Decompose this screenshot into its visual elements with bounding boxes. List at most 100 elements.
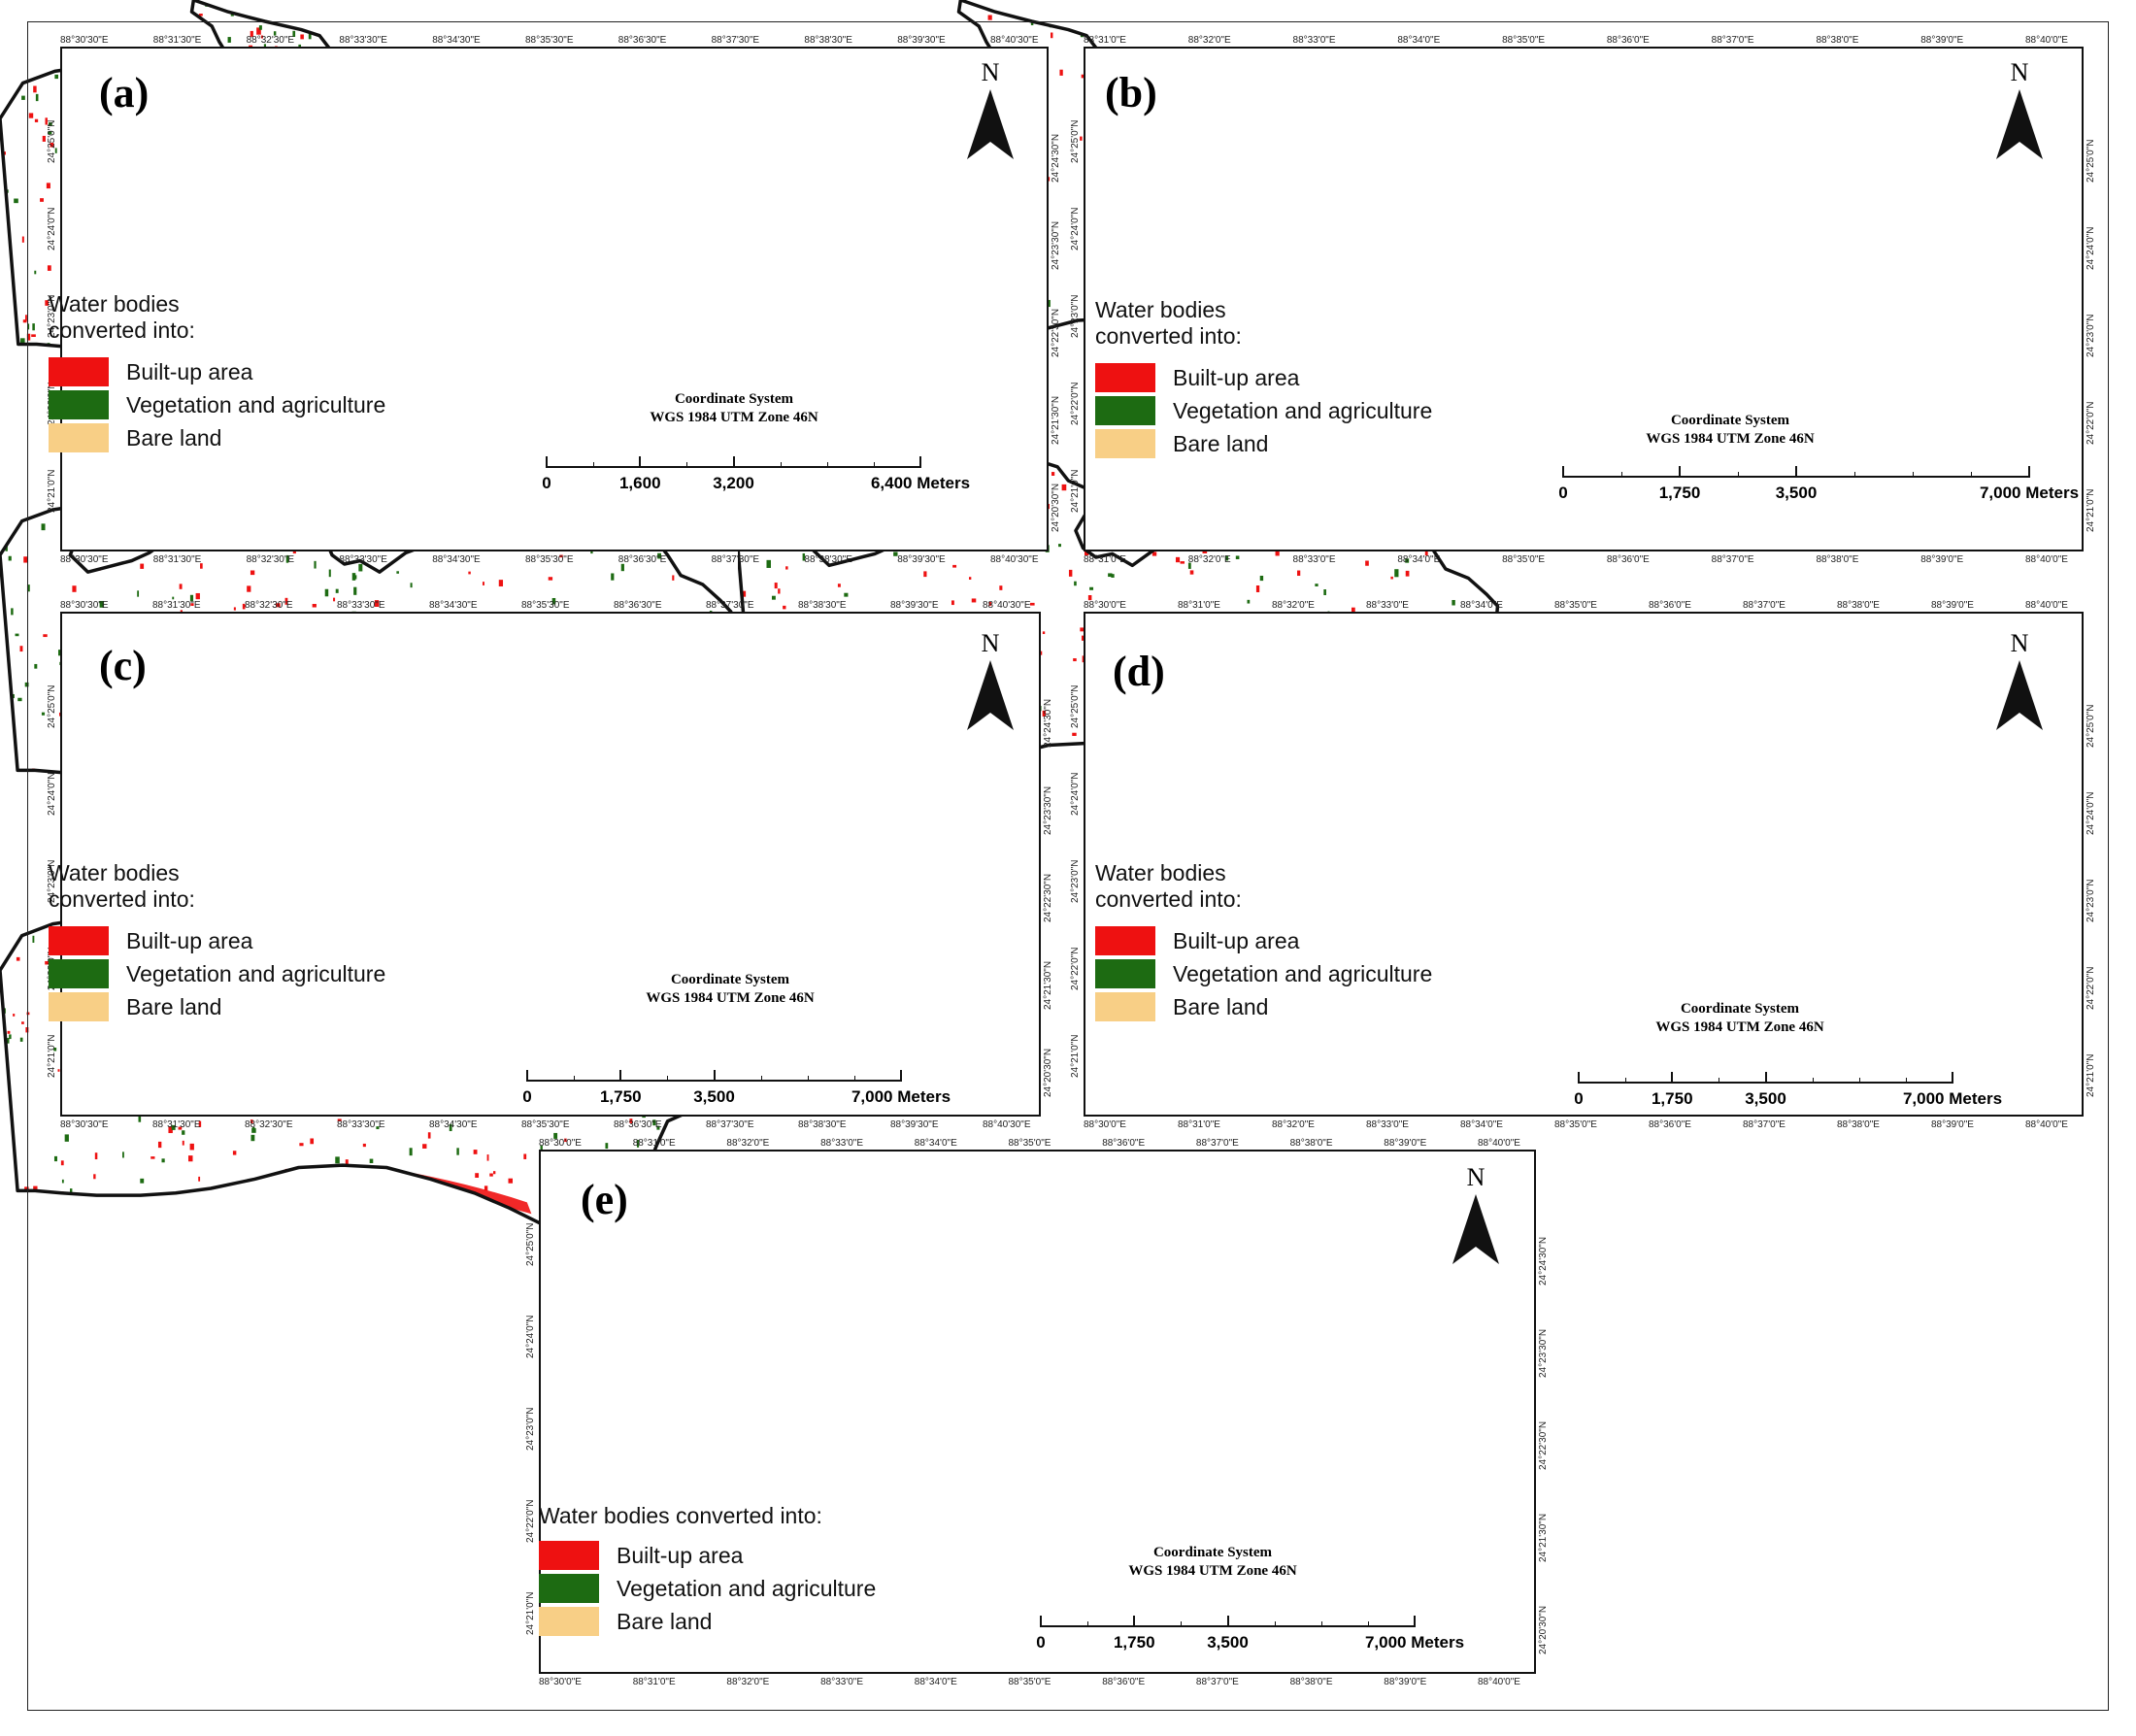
coordinate-system: Coordinate System WGS 1984 UTM Zone 46N: [1086, 1544, 1339, 1581]
vegetation-pixel: [1259, 575, 1264, 582]
builtup-pixel: [382, 17, 386, 20]
legend-item: Built-up area: [49, 355, 385, 388]
builtup-pixel: [35, 10, 38, 15]
vegetation-pixel: [0, 257, 3, 266]
map-panel-e: [539, 1150, 1536, 1674]
vegetation-pixel: [64, 1134, 69, 1142]
longitude-label-bottom: 88°32'30"E: [245, 1119, 293, 1130]
builtup-pixel: [200, 563, 203, 569]
builtup-pixel: [23, 556, 28, 563]
scale-minor-tick: [1905, 1078, 1907, 1084]
vegetation-pixel: [379, 1, 384, 9]
builtup-swatch: [49, 357, 109, 386]
legend-item-label: Bare land: [617, 1608, 713, 1634]
vegetation-pixel: [308, 32, 312, 40]
builtup-pixel: [1192, 9, 1197, 13]
vegetation-swatch: [49, 959, 109, 988]
vegetation-pixel: [739, 15, 743, 19]
scale-minor-tick: [1621, 472, 1622, 478]
latitude-label-right: 24°21'0"N: [2086, 488, 2096, 533]
longitude-label-bottom: 88°30'0"E: [539, 1677, 582, 1687]
vegetation-pixel: [19, 372, 23, 377]
longitude-label-top: 88°37'30"E: [706, 600, 754, 611]
longitude-label-top: 88°30'30"E: [60, 35, 109, 46]
builtup-pixel: [25, 1027, 29, 1033]
longitude-label-bottom: 88°35'30"E: [521, 1119, 570, 1130]
builtup-pixel: [284, 1, 287, 6]
longitude-label-bottom: 88°31'0"E: [632, 1677, 676, 1687]
longitude-label-bottom: 88°38'0"E: [1837, 1119, 1880, 1130]
coordinate-system-line: WGS 1984 UTM Zone 46N: [1655, 1019, 1824, 1035]
longitude-label-top: 88°33'0"E: [1366, 600, 1409, 611]
north-label: N: [1466, 1163, 1485, 1191]
vegetation-pixel: [13, 693, 15, 699]
north-label: N: [981, 629, 1000, 657]
latitude-label-right: 24°22'30"N: [1538, 1420, 1549, 1470]
legend-item: Bare land: [49, 421, 385, 454]
longitude-label-bottom: 88°39'30"E: [897, 554, 946, 565]
longitude-label-top: 88°38'0"E: [1837, 600, 1880, 611]
legend-title: Water bodies converted into:: [1095, 297, 1242, 349]
vegetation-pixel: [34, 270, 37, 275]
legend-item-label: Vegetation and agriculture: [1173, 397, 1433, 423]
legend-item: Vegetation and agriculture: [1095, 957, 1432, 990]
builtup-pixel: [971, 598, 977, 603]
builtup-pixel: [31, 334, 36, 337]
builtup-pixel: [1459, 6, 1464, 12]
scale-label: 3,200: [713, 474, 754, 492]
scale-label: 7,000 Meters: [851, 1087, 951, 1106]
vegetation-pixel: [1074, 581, 1077, 586]
vegetation-swatch: [539, 1574, 599, 1603]
longitude-label-top: 88°35'0"E: [1554, 600, 1597, 611]
builtup-pixel: [1351, 607, 1355, 614]
longitude-label-bottom: 88°38'0"E: [1816, 554, 1859, 565]
scale-tick: [1562, 466, 1564, 478]
vegetation-pixel: [5, 545, 8, 551]
builtup-pixel: [198, 14, 203, 17]
builtup-pixel: [168, 1125, 173, 1134]
scale-minor-tick: [1913, 472, 1914, 478]
latitude-label-right: 24°24'30"N: [1051, 133, 1061, 183]
vegetation-pixel: [456, 1148, 459, 1155]
legend-item: Vegetation and agriculture: [49, 957, 385, 990]
legend-item: Built-up area: [1095, 361, 1432, 394]
scale-minor-tick: [1971, 472, 1972, 478]
bareland-swatch: [49, 992, 109, 1021]
builtup-pixel: [16, 417, 19, 420]
legend-d: Water bodies converted into: Built-up are…: [1095, 860, 1432, 1023]
vegetation-pixel: [17, 407, 21, 412]
longitude-label-bottom: 88°32'30"E: [246, 554, 295, 565]
builtup-pixel: [1084, 550, 1089, 556]
vegetation-pixel: [273, 31, 277, 36]
longitude-label-top: 88°37'0"E: [1743, 600, 1786, 611]
latitude-label-right: 24°25'0"N: [2086, 704, 2096, 749]
vegetation-pixel: [636, 1139, 640, 1148]
builtup-pixel: [276, 603, 281, 608]
builtup-pixel: [735, 4, 740, 8]
legend-e: Water bodies converted into: Built-up are…: [539, 1503, 876, 1638]
builtup-pixel: [453, 7, 458, 13]
north-label: N: [2010, 58, 2029, 86]
legend-title: Water bodies converted into:: [49, 860, 195, 912]
vegetation-pixel: [531, 7, 534, 15]
vegetation-pixel: [189, 594, 194, 602]
latitude-label-right: 24°23'30"N: [1043, 785, 1053, 835]
vegetation-pixel: [396, 571, 399, 574]
vegetation-pixel: [69, 1188, 73, 1193]
builtup-pixel: [508, 1178, 514, 1184]
legend-item-label: Built-up area: [1173, 364, 1300, 390]
latitude-label-right: 24°20'30"N: [1051, 483, 1061, 532]
legend-item: Bare land: [1095, 990, 1432, 1023]
scale-label: 1,750: [1658, 484, 1701, 502]
bareland-swatch: [49, 423, 109, 452]
scale-tick: [1414, 1616, 1416, 1627]
vegetation-pixel: [328, 569, 331, 578]
bareland-swatch: [1095, 992, 1155, 1021]
longitude-label-top: 88°37'30"E: [711, 35, 760, 46]
legend-b: Water bodies converted into: Built-up are…: [1095, 297, 1432, 460]
builtup-pixel: [1059, 69, 1063, 76]
vegetation-pixel: [1089, 586, 1094, 590]
vegetation-pixel: [771, 595, 776, 600]
scale-minor-tick: [1812, 1078, 1814, 1084]
longitude-label-top: 88°34'0"E: [1397, 35, 1441, 46]
